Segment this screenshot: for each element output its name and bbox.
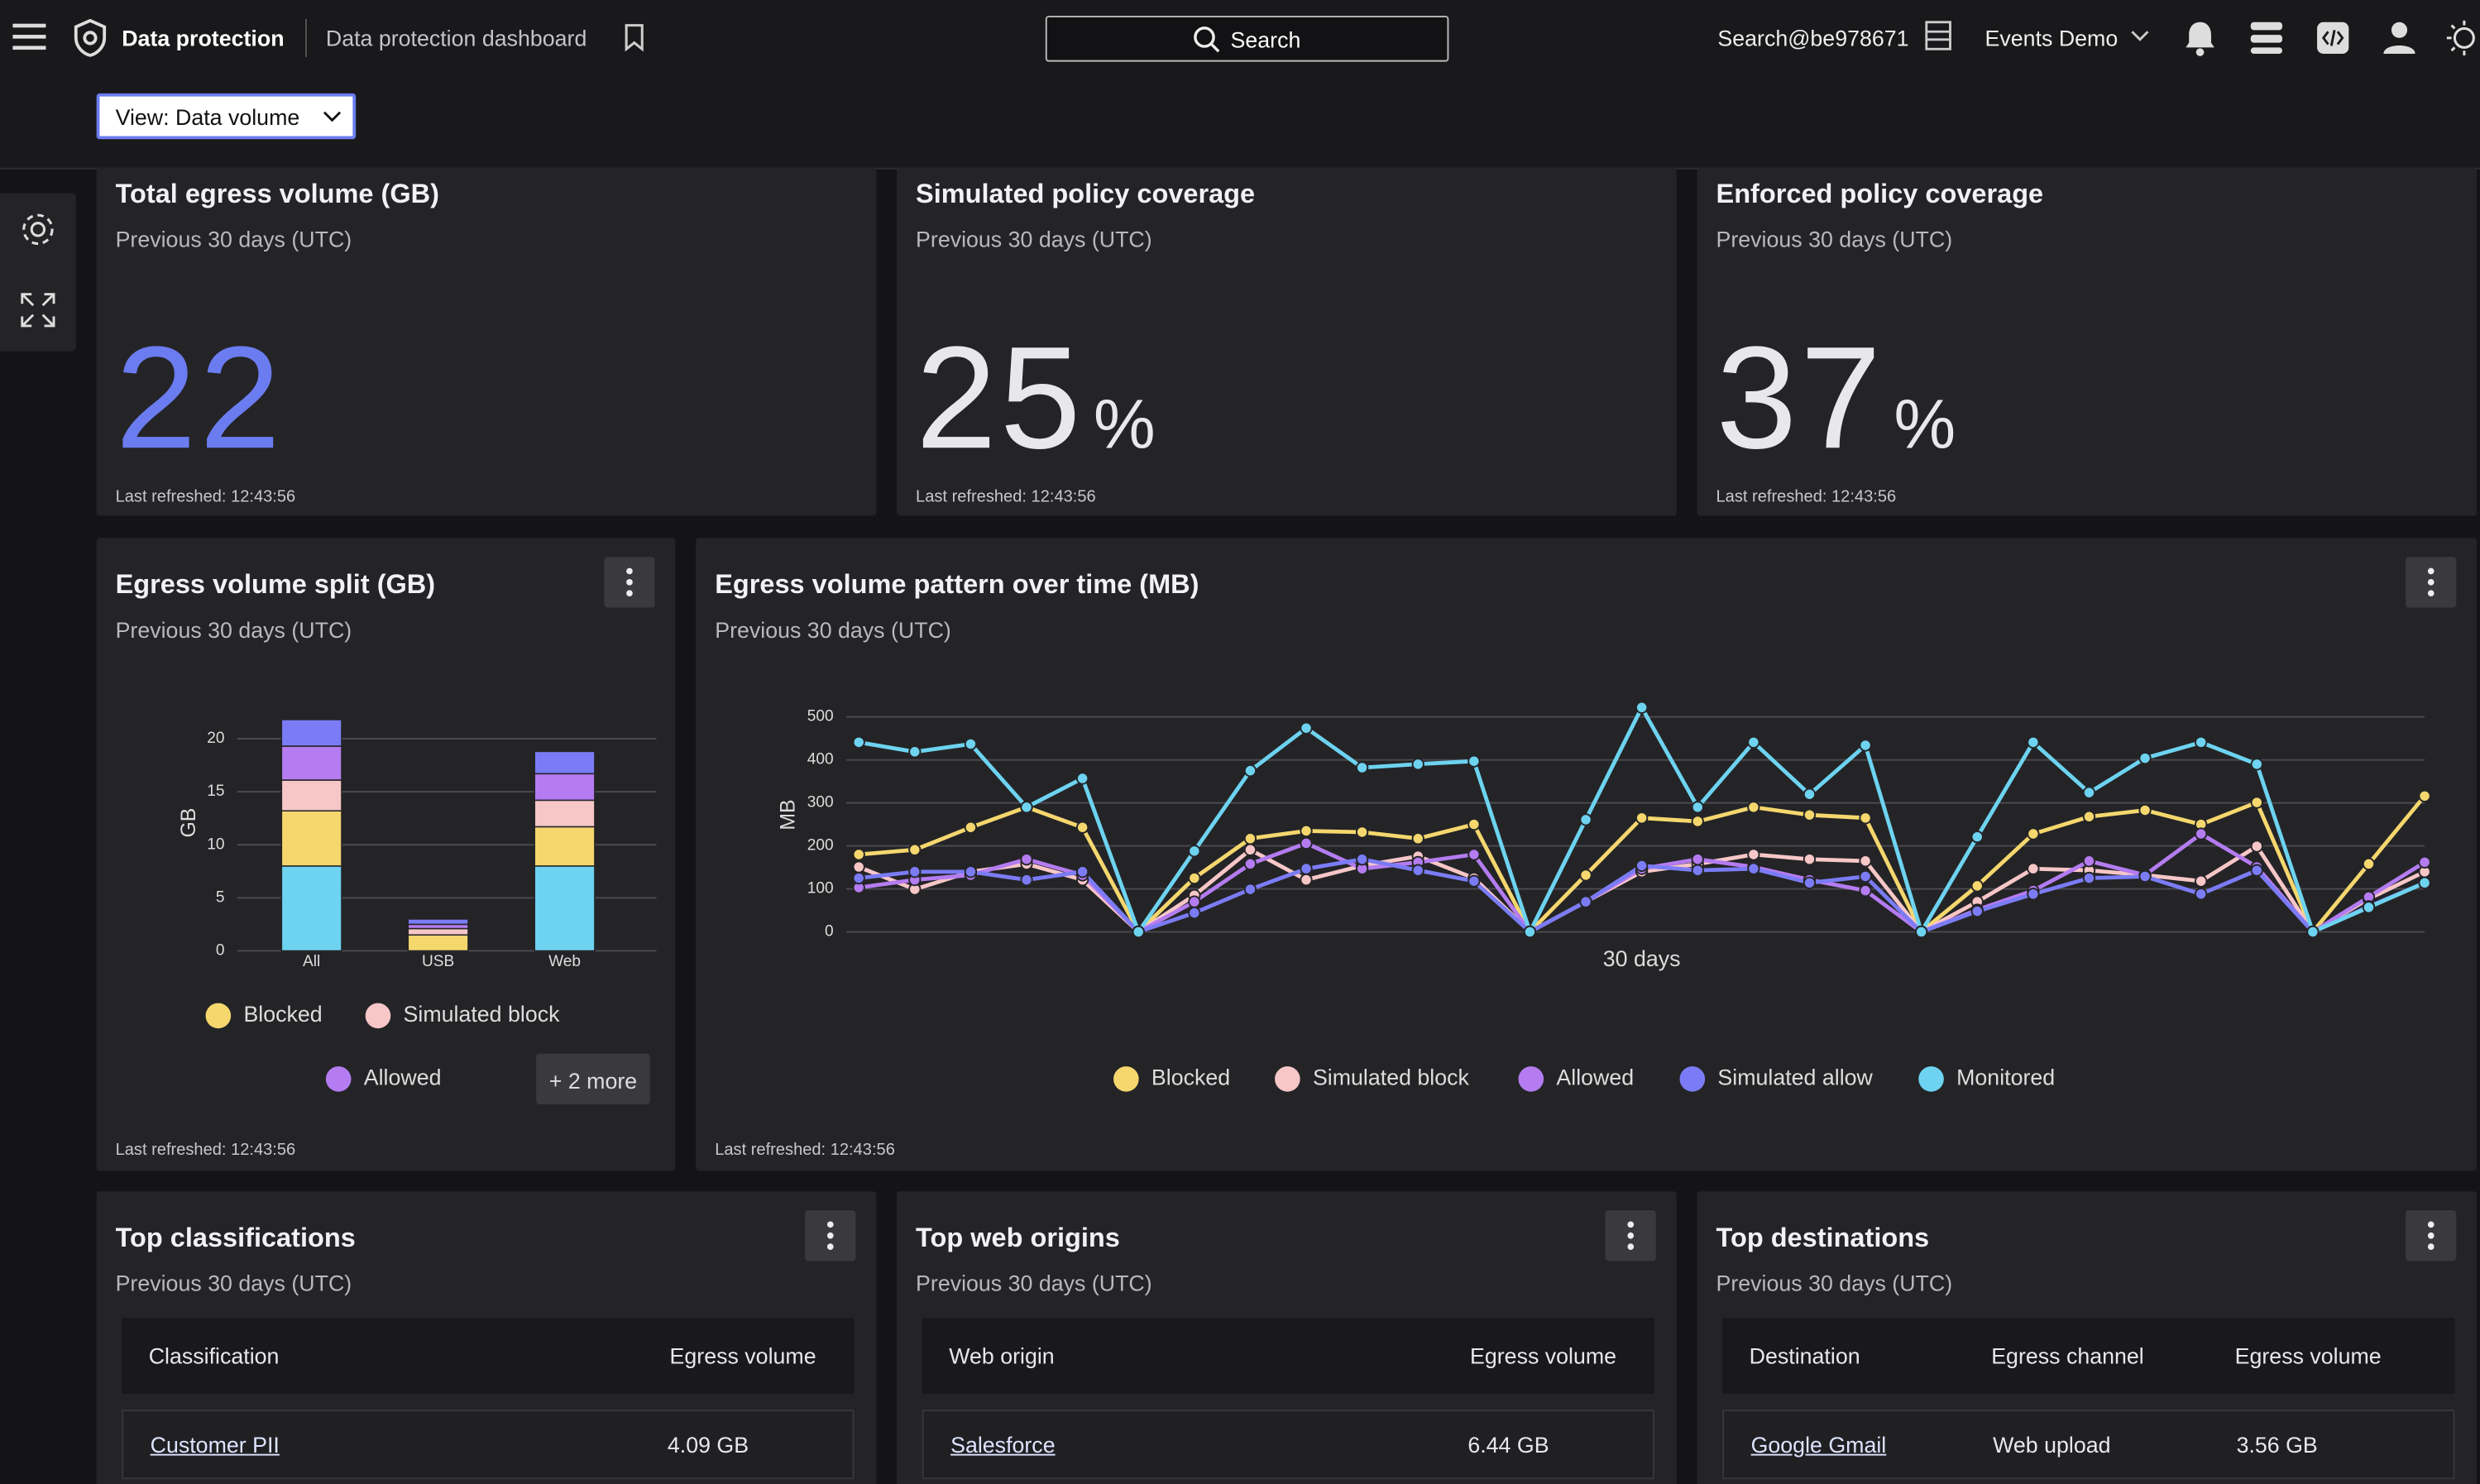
- top-bar: Data protection Data protection dashboar…: [0, 0, 2480, 78]
- card-subtitle: Previous 30 days (UTC): [715, 616, 951, 643]
- card-title: Egress volume pattern over time (MB): [715, 569, 1199, 600]
- notifications-button[interactable]: [2183, 19, 2218, 57]
- chart-card: Egress volume split (GB) Previous 30 day…: [96, 538, 676, 1171]
- page-name: Data protection dashboard: [325, 25, 587, 51]
- card-title: Top destinations: [1716, 1223, 1930, 1253]
- card-subtitle: Previous 30 days (UTC): [1716, 1270, 1953, 1296]
- table-card: Top classifications Previous 30 days (UT…: [96, 1191, 877, 1484]
- search-icon: [1194, 26, 1220, 53]
- card-subtitle: Previous 30 days (UTC): [1716, 226, 1953, 252]
- card-title: Top classifications: [115, 1223, 356, 1253]
- kpi-value: 25%: [916, 326, 1158, 472]
- cell: 3.56 GB: [2236, 1431, 2318, 1458]
- row-link[interactable]: Google Gmail: [1750, 1431, 1887, 1458]
- kpi-unit: %: [1894, 385, 1959, 464]
- profile-button[interactable]: [2382, 19, 2416, 57]
- chart-card: Egress volume pattern over time (MB) Pre…: [696, 538, 2478, 1171]
- app-icon: [74, 18, 107, 57]
- view-label: View: Data volume: [115, 104, 300, 130]
- card-title: Total egress volume (GB): [115, 179, 439, 209]
- cell: 6.44 GB: [1467, 1431, 1549, 1458]
- card-subtitle: Previous 30 days (UTC): [115, 616, 352, 643]
- view-selector[interactable]: View: Data volume: [96, 93, 357, 140]
- side-tools: [0, 193, 76, 352]
- table-card: Top web origins Previous 30 days (UTC) W…: [897, 1191, 1677, 1484]
- search-label: Search: [1230, 26, 1301, 53]
- last-refreshed: Last refreshed: 12:43:56: [1716, 487, 1897, 507]
- column-header: Egress volume: [2234, 1343, 2382, 1369]
- last-refreshed: Last refreshed: 12:43:56: [115, 487, 296, 507]
- table-row: Customer PII 4.09 GB: [122, 1410, 855, 1480]
- search-box[interactable]: Search: [1045, 16, 1449, 62]
- last-refreshed: Last refreshed: 12:43:56: [916, 487, 1096, 507]
- table-header: Destination Egress channel Egress volume: [1722, 1318, 2455, 1395]
- column-header: Egress volume: [669, 1343, 816, 1369]
- table-card: Top destinations Previous 30 days (UTC) …: [1697, 1191, 2478, 1484]
- kpi-card: Simulated policy coverage Previous 30 da…: [897, 167, 1677, 516]
- table-header: Web origin Egress volume: [922, 1318, 1654, 1395]
- dev-button[interactable]: [2315, 19, 2350, 57]
- cell: 4.09 GB: [667, 1431, 749, 1458]
- account[interactable]: Search@be978671: [1717, 25, 1909, 51]
- column-header: Egress channel: [1991, 1343, 2144, 1369]
- org-selector[interactable]: Events Demo: [1984, 25, 2119, 51]
- divider: [305, 18, 307, 57]
- chevron: [323, 111, 342, 122]
- expand-button[interactable]: [19, 291, 57, 329]
- column-header: Classification: [148, 1343, 280, 1369]
- card-title: Top web origins: [916, 1223, 1120, 1253]
- kpi-card: Total egress volume (GB) Previous 30 day…: [96, 167, 877, 516]
- table-header: Classification Egress volume: [122, 1318, 855, 1395]
- account-icon: [1925, 21, 1951, 50]
- cell: Web upload: [1993, 1431, 2111, 1458]
- kpi-value: 22: [116, 326, 284, 472]
- card-subtitle: Previous 30 days (UTC): [115, 226, 352, 252]
- legend-more: + 2 more: [548, 1068, 638, 1094]
- row-link[interactable]: Customer PII: [150, 1431, 280, 1458]
- theme-button[interactable]: [2445, 19, 2480, 57]
- card-title: Egress volume split (GB): [115, 569, 436, 600]
- kpi-card: Enforced policy coverage Previous 30 day…: [1697, 167, 2478, 516]
- card-menu[interactable]: [1605, 1210, 1656, 1261]
- table-row: Salesforce 6.44 GB: [922, 1410, 1654, 1480]
- card-menu[interactable]: [2406, 557, 2457, 608]
- kpi-number: 22: [115, 318, 284, 480]
- card-menu[interactable]: [2406, 1210, 2457, 1261]
- last-refreshed: Last refreshed: 12:43:56: [115, 1140, 296, 1160]
- kpi-value: 37%: [1716, 326, 1959, 472]
- card-menu[interactable]: [805, 1210, 856, 1261]
- settings-button[interactable]: [19, 210, 57, 248]
- card-menu[interactable]: [604, 557, 655, 608]
- card-title: Simulated policy coverage: [916, 179, 1256, 209]
- column-header: Destination: [1749, 1343, 1860, 1369]
- kpi-number: 37: [1716, 318, 1884, 480]
- chevron: [2131, 31, 2149, 41]
- menu-button[interactable]: [12, 19, 47, 54]
- card-subtitle: Previous 30 days (UTC): [916, 1270, 1152, 1296]
- table-row: Google Gmail Web upload 3.56 GB: [1722, 1410, 2455, 1480]
- row-link[interactable]: Salesforce: [950, 1431, 1056, 1458]
- bookmark-button[interactable]: [623, 24, 645, 52]
- column-header: Web origin: [949, 1343, 1055, 1369]
- last-refreshed: Last refreshed: 12:43:56: [715, 1140, 895, 1160]
- kpi-unit: %: [1093, 385, 1159, 464]
- card-title: Enforced policy coverage: [1716, 179, 2044, 209]
- app-name: Data protection: [122, 25, 285, 51]
- legend-more-button[interactable]: + 2 more: [536, 1053, 650, 1104]
- kpi-number: 25: [916, 318, 1084, 480]
- card-subtitle: Previous 30 days (UTC): [916, 226, 1152, 252]
- sub-bar: View: Data volume: [0, 75, 2480, 170]
- workflow-button[interactable]: [2249, 19, 2284, 57]
- card-subtitle: Previous 30 days (UTC): [115, 1270, 352, 1296]
- column-header: Egress volume: [1470, 1343, 1617, 1369]
